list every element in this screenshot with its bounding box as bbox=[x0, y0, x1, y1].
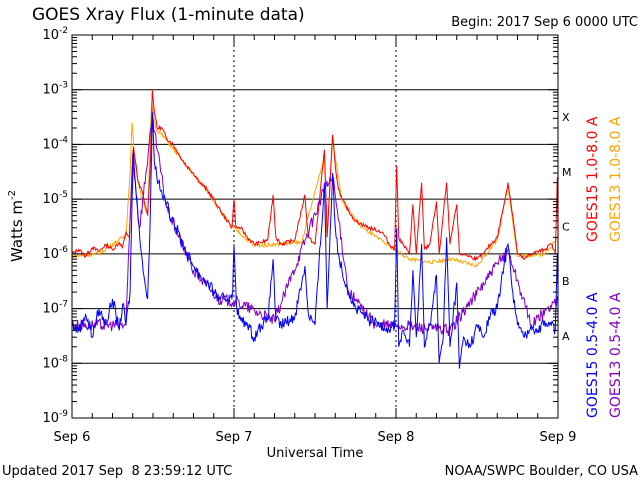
y-tick-base: 10 bbox=[42, 192, 59, 207]
flare-class-label: M bbox=[562, 166, 572, 179]
footer-credit: NOAA/SWPC Boulder, CO USA bbox=[445, 464, 638, 479]
legend: GOES15 1.0-8.0 A GOES13 1.0-8.0 A GOES15 0… bbox=[585, 116, 624, 418]
y-tick-exponent: -2 bbox=[59, 26, 68, 36]
x-axis-label: Universal Time bbox=[267, 446, 364, 461]
y-tick-label: 10-3 bbox=[42, 81, 68, 98]
x-tick-label: Sep 7 bbox=[216, 430, 253, 445]
y-tick-base: 10 bbox=[42, 247, 59, 262]
y-tick-label: 10-6 bbox=[42, 245, 68, 262]
x-tick-labels: Sep 6 Sep 7 Sep 8 Sep 9 bbox=[54, 430, 577, 445]
x-tick-label: Sep 6 bbox=[54, 430, 91, 445]
flare-class-label: C bbox=[562, 221, 570, 234]
legend-entry: GOES15 0.5-4.0 A bbox=[585, 292, 601, 418]
axis-ticks bbox=[71, 35, 559, 419]
flare-class-label: X bbox=[562, 111, 570, 124]
grid bbox=[72, 35, 558, 418]
y-tick-base: 10 bbox=[42, 137, 59, 152]
chart-title: GOES Xray Flux (1-minute data) bbox=[32, 5, 305, 25]
series-line-goes13-1-0-8-0-a bbox=[71, 101, 559, 268]
y-tick-label: 10-7 bbox=[42, 300, 68, 317]
y-tick-base: 10 bbox=[42, 356, 59, 371]
flare-class-label: B bbox=[562, 275, 570, 288]
y-tick-exponent: -8 bbox=[59, 354, 68, 364]
legend-entry: GOES15 1.0-8.0 A bbox=[585, 116, 601, 242]
begin-label: Begin: 2017 Sep 6 0000 UTC bbox=[451, 15, 638, 30]
y-tick-exponent: -6 bbox=[59, 245, 68, 255]
y-tick-exponent: -5 bbox=[59, 190, 68, 200]
flare-class-label: A bbox=[562, 330, 570, 343]
y-tick-label: 10-5 bbox=[42, 190, 68, 207]
y-axis-label: Watts m-2 bbox=[7, 190, 26, 262]
y-tick-label: 10-4 bbox=[42, 135, 68, 152]
legend-entry: GOES13 1.0-8.0 A bbox=[608, 116, 624, 242]
y-tick-base: 10 bbox=[42, 83, 59, 98]
series-line-goes15-0-5-4-0-a bbox=[71, 111, 559, 369]
y-tick-exponent: -3 bbox=[59, 81, 68, 91]
y-tick-label: 10-2 bbox=[42, 26, 68, 43]
x-tick-label: Sep 8 bbox=[378, 430, 415, 445]
plot-frame bbox=[71, 34, 559, 419]
y-tick-labels: 10-910-810-710-610-510-410-310-2 bbox=[42, 26, 68, 426]
series-group bbox=[71, 89, 559, 369]
x-tick-label: Sep 9 bbox=[540, 430, 577, 445]
footer-updated: Updated 2017 Sep 8 23:59:12 UTC bbox=[2, 464, 232, 479]
y-tick-label: 10-9 bbox=[42, 409, 68, 426]
y-tick-base: 10 bbox=[42, 302, 59, 317]
y-tick-base: 10 bbox=[42, 411, 59, 426]
y-axis-label-text: Watts m bbox=[8, 200, 26, 262]
y-tick-exponent: -9 bbox=[59, 409, 68, 419]
series-line-goes13-0-5-4-0-a bbox=[71, 116, 559, 336]
series-line-goes15-1-0-8-0-a bbox=[71, 89, 559, 261]
legend-entry: GOES13 0.5-4.0 A bbox=[608, 292, 624, 418]
y-tick-label: 10-8 bbox=[42, 354, 68, 371]
y-axis-label-exp: -2 bbox=[7, 190, 18, 200]
flare-class-labels: A B C M X bbox=[562, 111, 572, 343]
y-tick-exponent: -7 bbox=[59, 300, 68, 310]
y-tick-base: 10 bbox=[42, 28, 59, 43]
y-tick-exponent: -4 bbox=[59, 135, 68, 145]
